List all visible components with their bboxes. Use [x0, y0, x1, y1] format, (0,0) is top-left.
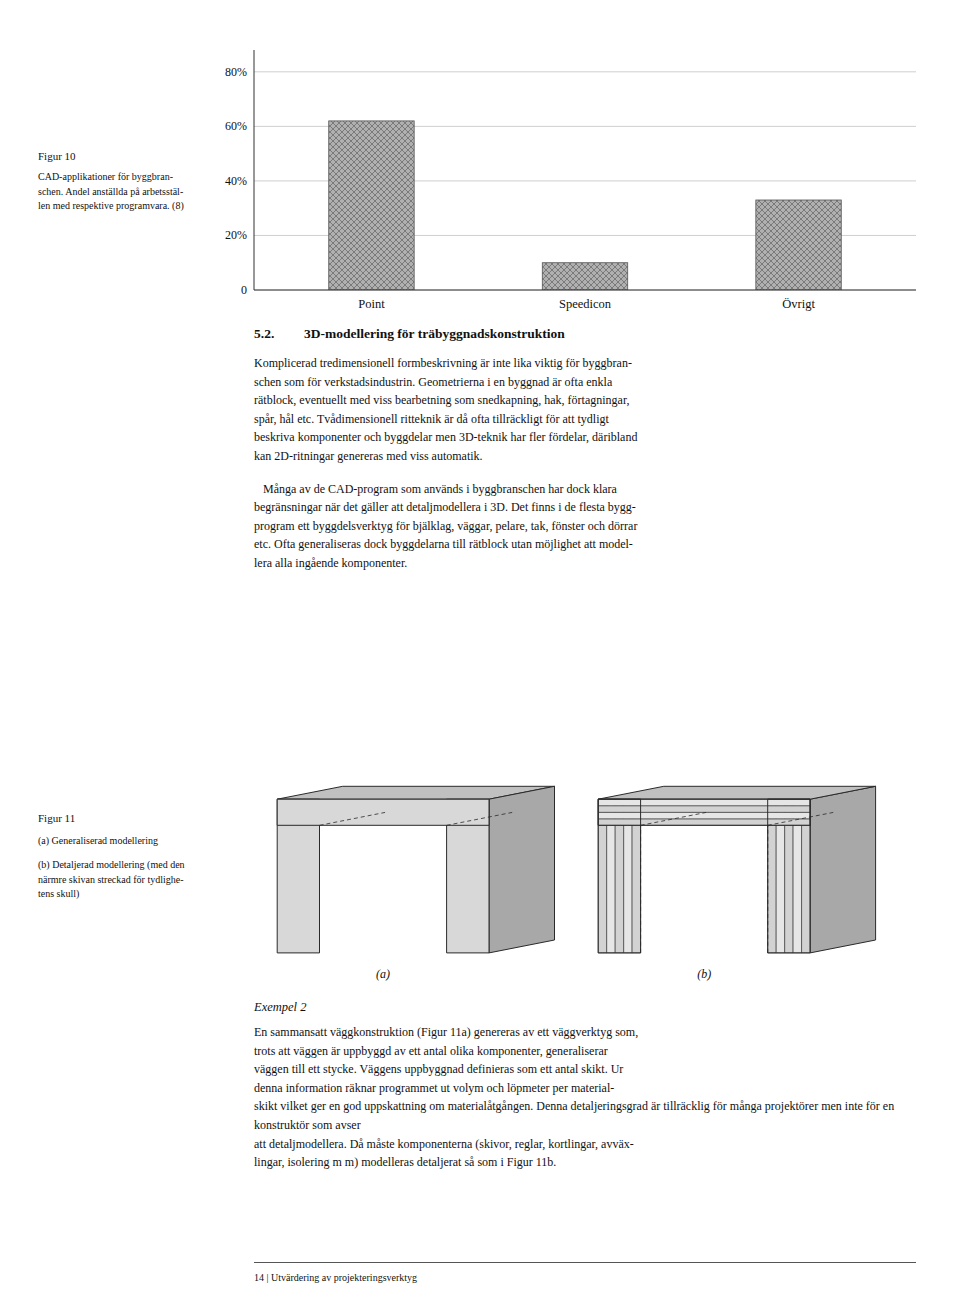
example-heading: Exempel 2 [254, 1000, 916, 1015]
drawing-part [598, 812, 810, 819]
drawing-part [810, 786, 876, 953]
section: 5.2.3D-modellering för träbyggnadskonstr… [254, 326, 916, 573]
y-tick-label: 0 [241, 283, 247, 297]
example-line: att detaljmodellera. Då måste komponente… [254, 1135, 916, 1154]
footer: 14 | Utvärdering av projekteringsverktyg [254, 1272, 417, 1283]
drawing-part [277, 799, 489, 825]
chart-title: Figur 10 [38, 150, 76, 162]
example: Exempel 2 En sammansatt väggkonstruktion … [254, 1000, 916, 1172]
drawing-part [598, 799, 810, 806]
paragraph-line: Komplicerad tredimensionell formbeskrivn… [254, 354, 916, 373]
bar [329, 121, 414, 290]
drawing-dash [320, 812, 386, 825]
paragraph-line: begränsningar när det gäller att detaljm… [254, 498, 916, 517]
bar [756, 200, 841, 290]
paragraph-line: etc. Ofta generaliseras dock byggdelarna… [254, 535, 916, 554]
figure-label-title: Figur 11 [38, 812, 75, 824]
chart-subtitle: CAD-applikationer för byggbran- schen. A… [38, 170, 223, 214]
drawing-part [489, 786, 555, 953]
drawing-part [768, 799, 810, 953]
paragraph-line: program ett byggdelsverktyg för bjälklag… [254, 517, 916, 536]
x-axis-line [254, 290, 916, 291]
x-tick-label: Point [358, 297, 385, 311]
figure-label: (b) Detaljerad modellering (med den närm… [38, 858, 228, 902]
y-tick-label: 40% [225, 174, 247, 188]
drawing-part [598, 806, 810, 813]
drawing-part [598, 819, 810, 826]
footer-rule [254, 1262, 916, 1263]
paragraph-line: rätblock, eventuellt med viss bearbetnin… [254, 391, 916, 410]
figure-label: (a) Generaliserad modellering [38, 834, 228, 849]
y-tick-label: 80% [225, 65, 247, 79]
figure-caption: (b) [697, 967, 711, 981]
paragraph-line: lera alla ingående komponenter. [254, 554, 916, 573]
drawing-dash [640, 825, 641, 953]
bar [542, 263, 627, 290]
section-heading: 5.2.3D-modellering för träbyggnadskonstr… [254, 326, 916, 342]
paragraph-line: spår, hål etc. Tvådimensionell ritteknik… [254, 410, 916, 429]
bars [329, 121, 842, 290]
drawing-dash [641, 812, 707, 825]
y-axis-line [254, 50, 255, 290]
drawing-dash [768, 812, 834, 825]
paragraph-line: schen som för verkstadsindustrin. Geomet… [254, 373, 916, 392]
x-tick-label: Övrigt [782, 297, 815, 311]
y-tick-label: 20% [225, 228, 247, 242]
y-tick-label: 60% [225, 119, 247, 133]
example-line: skikt vilket ger en god uppskattning om … [254, 1097, 916, 1134]
drawing-dash [767, 825, 768, 953]
drawing-part [598, 799, 810, 825]
example-line: trots att väggen är uppbyggd av ett anta… [254, 1042, 916, 1061]
example-line: väggen till ett stycke. Väggens uppbyggn… [254, 1060, 916, 1079]
drawing-part [598, 799, 640, 953]
figure-caption: (a) [376, 967, 390, 981]
grid-line [254, 71, 916, 72]
x-tick-label: Speedicon [559, 297, 612, 311]
section-number: 5.2. [254, 326, 304, 342]
example-line: En sammansatt väggkonstruktion (Figur 11… [254, 1023, 916, 1042]
paragraph-line: beskriva komponenter och byggdelar men 3… [254, 428, 916, 447]
grid-line [254, 290, 916, 291]
drawing-dash [447, 812, 513, 825]
paragraph-line: kan 2D-ritningar genereras med viss auto… [254, 447, 916, 466]
paragraph-line: Många av de CAD-program som används i by… [254, 480, 916, 499]
example-line: lingar, isolering m m) modelleras detalj… [254, 1153, 916, 1172]
drawing-part [598, 786, 875, 799]
section-title: 3D-modellering för träbyggnadskonstrukti… [304, 326, 565, 341]
bar-chart: 0 20% 40% 60% 80% Point Speedicon Övrigt [0, 0, 960, 330]
example-line: denna information räknar programmet ut v… [254, 1079, 916, 1098]
